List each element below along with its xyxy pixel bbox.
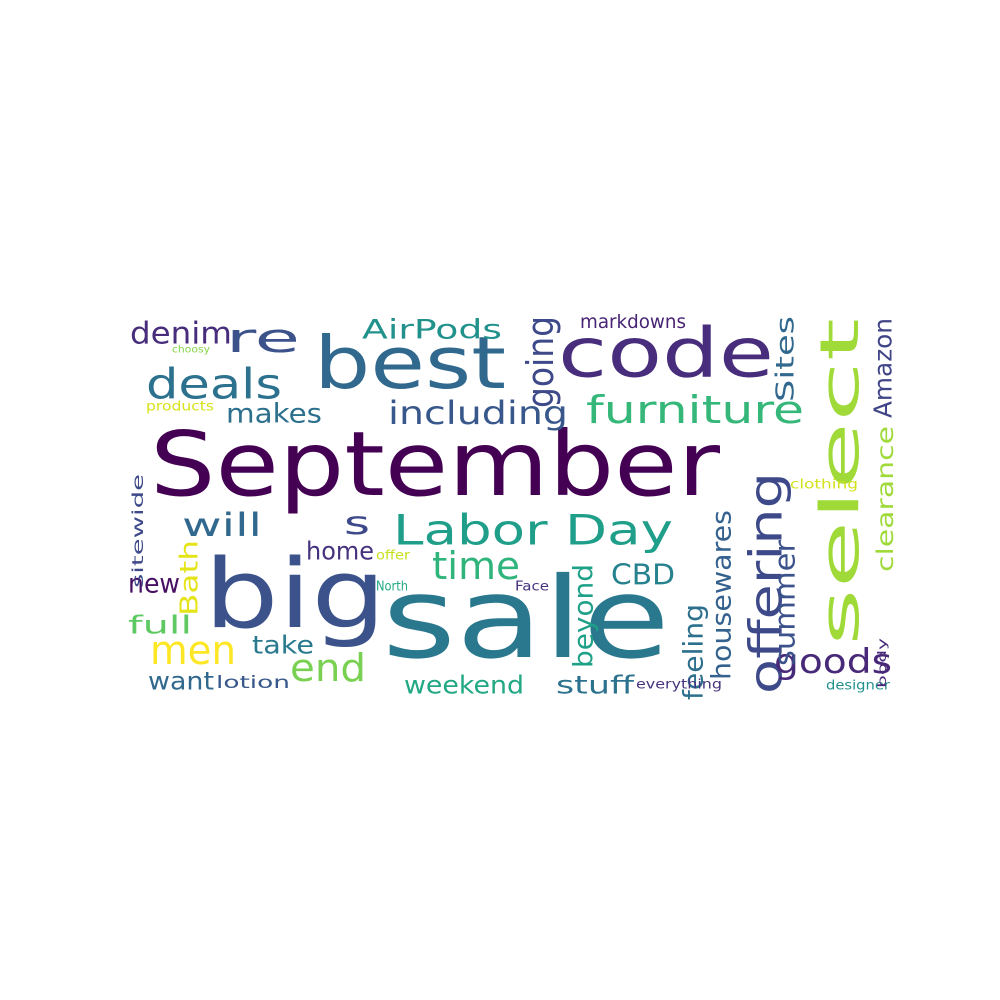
- word-going: going: [520, 316, 562, 408]
- word-denim: denim: [130, 317, 232, 352]
- word-want: want: [148, 667, 214, 696]
- word-airpods: AirPods: [362, 315, 502, 346]
- word-sitewide: sitewide: [129, 474, 147, 588]
- word-labor-day: Labor Day: [393, 506, 673, 555]
- word-bath: Bath: [175, 540, 204, 616]
- word-lotion: lotion: [216, 673, 290, 693]
- word-offering: offering: [740, 472, 793, 694]
- word-beyond: beyond: [569, 564, 600, 668]
- word-re: re: [226, 316, 300, 362]
- word-amazon: Amazon: [869, 318, 898, 418]
- word-men: men: [150, 628, 236, 674]
- word-goods: goods: [774, 642, 892, 682]
- word-clearance: clearance: [873, 426, 899, 572]
- word-best: best: [314, 322, 506, 406]
- word-home: home: [306, 537, 374, 566]
- word-housewares: housewares: [707, 510, 738, 680]
- word-september: September: [150, 413, 720, 517]
- word-face: Face: [515, 580, 549, 595]
- word-products: products: [146, 400, 214, 415]
- word-sale: sale: [382, 554, 670, 684]
- word-north: North: [376, 580, 408, 595]
- word-offer: offer: [376, 549, 411, 564]
- word-new: new: [128, 569, 180, 600]
- word-feeling: feeling: [679, 604, 710, 700]
- word-weekend: weekend: [404, 671, 524, 700]
- word-time: time: [432, 544, 520, 588]
- word-cbd: CBD: [611, 559, 675, 592]
- word-markdowns: markdowns: [580, 311, 686, 333]
- word-select: select: [809, 318, 871, 646]
- word-end: end: [290, 646, 366, 690]
- word-s: s: [344, 504, 370, 542]
- word-stuff: stuff: [556, 671, 635, 700]
- word-code: code: [558, 315, 774, 394]
- word-take: take: [252, 631, 314, 660]
- word-everything: everything: [636, 678, 722, 693]
- word-designer: designer: [826, 679, 891, 694]
- word-clothing: clothing: [790, 478, 858, 493]
- word-body: body: [875, 638, 889, 688]
- word-makes: makes: [226, 399, 322, 430]
- word-sites: Sites: [771, 316, 800, 402]
- word-deals: deals: [146, 360, 282, 409]
- word-including: including: [388, 394, 568, 432]
- word-furniture: furniture: [586, 388, 804, 432]
- word-summer: summer: [769, 540, 802, 666]
- word-big: big: [204, 540, 386, 650]
- word-choosy: choosy: [172, 345, 210, 356]
- word-full: full: [128, 611, 192, 640]
- word-will: will: [182, 506, 262, 544]
